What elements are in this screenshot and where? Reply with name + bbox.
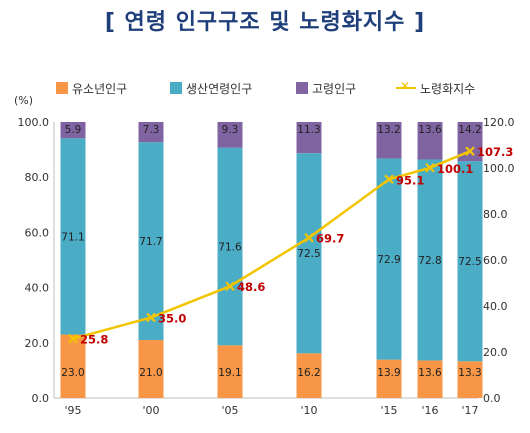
bar-working xyxy=(376,158,402,360)
bar-working xyxy=(60,138,86,335)
y-right-tick-label: 40.0 xyxy=(483,300,508,313)
bar-working xyxy=(296,153,322,354)
bar-label-working: 72.5 xyxy=(458,256,481,268)
legend-swatch-working xyxy=(170,82,182,94)
x-tick-label: '95 xyxy=(64,404,81,417)
x-tick-label: '15 xyxy=(380,404,397,417)
x-tick-label: '17 xyxy=(461,404,478,417)
x-tick-label: '05 xyxy=(221,404,238,417)
y-right-tick-label: 80.0 xyxy=(483,208,508,221)
legend-item-working: 생산연령인구 xyxy=(170,78,252,98)
aging-index-marker xyxy=(384,174,394,185)
y-axis-unit: (%) xyxy=(14,94,34,107)
aging-index-marker xyxy=(304,232,314,243)
bar-elderly xyxy=(138,122,164,143)
aging-index-label: 35.0 xyxy=(158,312,186,326)
y-left-tick-label: 60.0 xyxy=(25,226,50,239)
bar-label-elderly: 5.9 xyxy=(65,124,82,136)
bar-working xyxy=(217,147,243,346)
legend-swatch-youth xyxy=(56,82,68,94)
chart-title: [ 연령 인구구조 및 노령화지수 ] xyxy=(104,10,426,35)
legend-label-elderly: 고령인구 xyxy=(312,81,357,96)
y-left-tick-label: 40.0 xyxy=(25,282,50,295)
y-right-tick-label: 60.0 xyxy=(483,254,508,267)
bar-youth xyxy=(457,361,483,398)
x-tick-label: '10 xyxy=(300,404,317,417)
bar-label-elderly: 11.3 xyxy=(297,124,320,136)
aging-index-marker xyxy=(425,162,435,173)
aging-index-label: 69.7 xyxy=(316,232,344,246)
y-right-tick-label: 100.0 xyxy=(483,162,515,175)
bar-label-working: 72.9 xyxy=(377,254,400,266)
bar-elderly xyxy=(376,122,402,159)
bar-label-elderly: 9.3 xyxy=(222,124,239,136)
bar-label-youth: 13.3 xyxy=(458,367,481,379)
bar-label-youth: 16.2 xyxy=(297,367,320,379)
legend-label-youth: 유소년인구 xyxy=(72,81,128,96)
bar-label-elderly: 13.2 xyxy=(377,124,400,136)
bar-working xyxy=(138,142,164,341)
legend-label-working: 생산연령인구 xyxy=(186,81,253,96)
bar-label-working: 71.7 xyxy=(139,236,162,248)
aging-index-label: 100.1 xyxy=(437,162,473,176)
legend-label-aging-index: 노령화지수 xyxy=(420,81,476,96)
aging-index-label: 95.1 xyxy=(396,173,424,187)
aging-index-marker xyxy=(68,333,78,344)
y-right-tick-label: 0.0 xyxy=(483,392,501,405)
bar-working xyxy=(457,161,483,362)
bar-youth xyxy=(217,345,243,398)
bar-elderly xyxy=(296,122,322,154)
bar-label-youth: 13.9 xyxy=(377,367,400,379)
bar-label-youth: 13.6 xyxy=(418,367,442,379)
bar-label-working: 72.8 xyxy=(418,255,441,267)
y-left-tick-label: 80.0 xyxy=(25,171,50,184)
legend-item-youth: 유소년인구 xyxy=(56,78,127,98)
legend-item-aging-index: 노령화지수 xyxy=(396,78,475,98)
bar-youth xyxy=(376,359,402,398)
bar-label-working: 72.5 xyxy=(297,248,320,260)
y-left-tick-label: 20.0 xyxy=(25,337,50,350)
y-right-tick-label: 120.0 xyxy=(483,116,515,129)
bar-label-youth: 23.0 xyxy=(61,367,84,379)
y-left-tick-label: 0.0 xyxy=(32,392,50,405)
bar-label-youth: 21.0 xyxy=(139,367,162,379)
aging-index-label: 25.8 xyxy=(80,333,108,347)
y-right-tick-label: 20.0 xyxy=(483,346,508,359)
legend-swatch-elderly xyxy=(296,82,308,94)
bar-label-elderly: 7.3 xyxy=(143,124,160,136)
bar-label-working: 71.1 xyxy=(61,231,84,243)
bar-youth xyxy=(138,340,164,398)
bar-label-elderly: 13.6 xyxy=(418,124,442,136)
aging-index-label: 48.6 xyxy=(237,280,265,294)
legend-item-elderly: 고령인구 xyxy=(296,78,356,98)
bar-youth xyxy=(60,334,86,398)
bar-elderly xyxy=(417,122,443,160)
bar-elderly xyxy=(217,122,243,148)
legend: 유소년인구 생산연령인구 고령인구 노령화지수 xyxy=(0,78,530,100)
legend-line-marker-icon xyxy=(396,79,416,94)
x-tick-label: '16 xyxy=(421,404,438,417)
bar-working xyxy=(417,159,443,361)
aging-index-label: 107.3 xyxy=(477,145,513,159)
bar-youth xyxy=(417,360,443,398)
aging-index-marker xyxy=(225,281,235,291)
bar-elderly xyxy=(60,122,86,139)
bar-label-working: 71.6 xyxy=(218,241,242,253)
y-left-tick-label: 100.0 xyxy=(18,116,50,129)
bar-label-youth: 19.1 xyxy=(218,367,241,379)
aging-index-marker xyxy=(146,312,156,323)
bar-youth xyxy=(296,353,322,398)
x-tick-label: '00 xyxy=(142,404,159,417)
aging-index-marker xyxy=(465,146,475,156)
bar-label-elderly: 14.2 xyxy=(458,124,481,136)
